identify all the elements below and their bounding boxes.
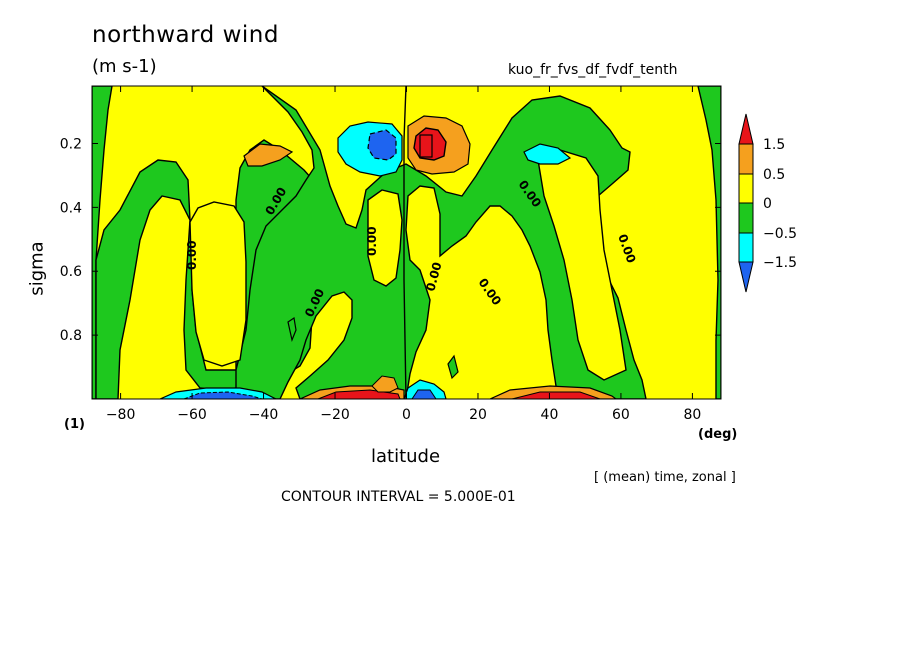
colorbar-segment — [738, 232, 754, 263]
fill-green-sliver-left — [287, 316, 297, 343]
y-tick-label: 0.6 — [60, 264, 82, 280]
x-tick-label: 0 — [402, 407, 411, 423]
equator-zero-contour — [403, 86, 407, 399]
colorbar-segment — [738, 143, 754, 175]
panel-label: (1) — [64, 417, 85, 432]
x-axis: −80 −60 −40 −20 0 20 40 60 80 — [106, 86, 701, 423]
y-tick-label: 0.4 — [60, 200, 82, 216]
fill-yellow-north-inner — [537, 149, 627, 381]
colorbar-bottom-triangle — [738, 261, 754, 293]
colorbar-segment — [738, 202, 754, 234]
chart-units: (m s-1) — [92, 56, 157, 77]
contour-label: 0.00 — [365, 226, 379, 256]
fill-cyan-north-mid — [523, 143, 572, 165]
colorbar-label: 1.5 — [763, 137, 785, 153]
fill-green-sliver-right — [447, 354, 459, 380]
x-tick-label: 60 — [612, 407, 630, 423]
fill-green-north-edge — [697, 86, 721, 399]
x-tick-label: 40 — [541, 407, 559, 423]
colorbar-label: 0 — [763, 196, 772, 212]
averaging-note: [ (mean) time, zonal ] — [594, 470, 736, 485]
colorbar-label: 0.5 — [763, 167, 785, 183]
contour-interval-label: CONTOUR INTERVAL = 5.000E-01 — [281, 489, 516, 505]
x-tick-label: 80 — [683, 407, 701, 423]
colorbar-label: −1.5 — [763, 255, 797, 271]
fill-yellow-equator-inner — [367, 189, 403, 287]
colorbar-label: −0.5 — [763, 226, 797, 242]
chart-title: northward wind — [92, 22, 279, 48]
y-tick-label: 0.8 — [60, 328, 82, 344]
filled-contours — [92, 86, 721, 399]
x-tick-label: −40 — [249, 407, 279, 423]
x-tick-label: −60 — [177, 407, 207, 423]
run-label: kuo_fr_fvs_df_fvdf_tenth — [508, 62, 678, 78]
contour-label: 0.00 — [185, 240, 199, 270]
fill-green-south-pole — [92, 86, 113, 399]
fill-yellow-south-inner — [189, 201, 247, 367]
fill-orange-surface-blob — [371, 375, 399, 393]
x-tick-label: −80 — [106, 407, 136, 423]
colorbar: 1.5 0.5 0 −0.5 −1.5 — [738, 113, 797, 293]
x-axis-label: latitude — [371, 446, 441, 467]
fill-blue-surface-eq — [411, 389, 437, 399]
fill-red-north-upper — [413, 127, 447, 161]
fill-red-surface-north — [511, 391, 601, 399]
y-axis: 0.2 0.4 0.6 0.8 — [60, 136, 721, 344]
x-tick-label: −20 — [320, 407, 350, 423]
red-core-contour — [419, 134, 433, 158]
y-tick-label: 0.2 — [60, 136, 82, 152]
colorbar-segment — [738, 173, 754, 204]
colorbar-top-triangle — [738, 113, 754, 145]
fill-blue-south-upper — [367, 129, 397, 161]
x-tick-label: 20 — [469, 407, 487, 423]
x-axis-units: (deg) — [698, 427, 738, 442]
fill-orange-south-mid — [243, 143, 294, 167]
fill-blue-surface-south — [183, 391, 263, 399]
